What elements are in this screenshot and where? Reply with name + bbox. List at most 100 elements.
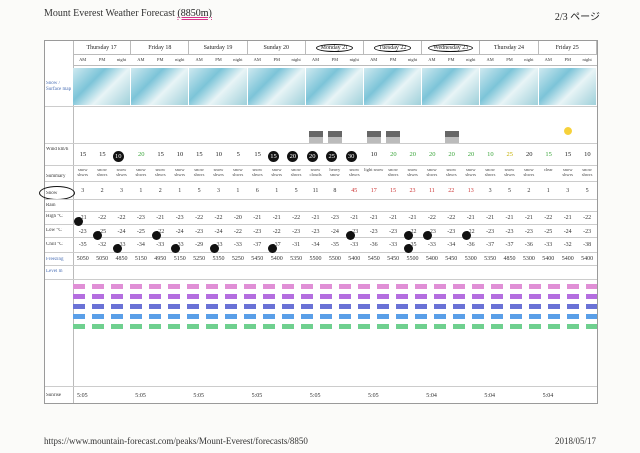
freezing-level: 5500 xyxy=(328,256,341,262)
forecast-map-thumbnail xyxy=(538,68,597,105)
wind-chill: -38 xyxy=(583,242,592,248)
freezing-level: 5250 xyxy=(231,256,244,262)
wind-speed: 25 xyxy=(506,151,514,158)
period-label: PM xyxy=(325,55,345,66)
row-divider xyxy=(45,252,597,253)
wind-speed: 20 xyxy=(390,151,397,158)
wind-speed: 20 xyxy=(137,151,145,158)
temp-low: -23 xyxy=(524,229,533,235)
cloud-snow-icon xyxy=(308,131,323,143)
period-label: AM xyxy=(73,55,93,66)
wind-chill: -36 xyxy=(466,242,475,248)
temp-high: -23 xyxy=(330,215,339,221)
wind-speed: 15 xyxy=(564,151,572,158)
sunrise-time: 5:05 xyxy=(368,393,379,399)
row-divider xyxy=(45,106,597,107)
forecast-map-thumbnail xyxy=(422,68,481,105)
row-label-chill: Chill °C xyxy=(46,242,63,247)
wind-speed: 20 xyxy=(306,151,318,162)
forecast-map-thumbnail xyxy=(305,68,364,105)
weather-summary: snow shwrs xyxy=(290,167,302,177)
row-label-low: Low °C xyxy=(46,228,62,233)
temp-high: -22 xyxy=(427,215,436,221)
day-label: Friday 25 xyxy=(555,45,579,51)
weather-summary: clear xyxy=(543,167,553,172)
weather-summary: snow shwrs xyxy=(407,167,418,177)
row-divider xyxy=(45,181,597,182)
marker-dot xyxy=(423,231,433,240)
row-label-map[interactable]: Snow / Surface map xyxy=(46,81,72,92)
day-header: Friday 18 xyxy=(131,41,190,55)
wind-chill: -29 xyxy=(195,242,204,248)
marker-dot xyxy=(268,244,277,253)
freezing-level: 5350 xyxy=(212,256,225,262)
weather-summary: snow shwrs xyxy=(562,167,574,177)
weather-summary: snow shwrs xyxy=(271,167,283,177)
period-label: PM xyxy=(208,55,229,66)
footer-url[interactable]: https://www.mountain-forecast.com/peaks/… xyxy=(44,436,308,446)
wind-speed: 20 xyxy=(409,151,417,158)
temp-high: -21 xyxy=(563,215,572,221)
row-label-rain: Rain xyxy=(46,203,56,208)
marker-dot xyxy=(462,231,471,240)
marker-dot xyxy=(93,231,103,240)
temp-low: -22 xyxy=(466,229,475,235)
snow-amount: 1 xyxy=(546,188,550,194)
forecast-map-thumbnail xyxy=(247,68,306,105)
temp-low: -23 xyxy=(369,229,378,235)
circled-summary-mark xyxy=(39,186,75,200)
row-label-freezing: Freezing xyxy=(46,257,64,262)
wind-chill: -32 xyxy=(563,242,572,248)
wind-chill: -33 xyxy=(233,242,242,248)
period-label: PM xyxy=(150,55,170,66)
period-label: night xyxy=(577,55,597,66)
temp-high: -22 xyxy=(447,215,456,221)
row-divider xyxy=(45,165,597,166)
snow-amount: 17 xyxy=(370,188,377,194)
temp-low: -24 xyxy=(563,229,572,235)
row-label-wind: Wind km/h xyxy=(46,147,69,152)
wind-chill: -37 xyxy=(486,242,495,248)
freezing-level: 5250 xyxy=(193,256,206,262)
temp-low: -23 xyxy=(195,229,204,235)
temp-low: -25 xyxy=(544,229,553,235)
wind-chill: -35 xyxy=(78,242,87,248)
snow-amount: 1 xyxy=(275,188,279,194)
freezing-level: 5450 xyxy=(445,256,458,262)
weather-summary: snow shwrs xyxy=(445,167,457,177)
freezing-level: 4850 xyxy=(503,256,516,262)
snow-amount: 2 xyxy=(158,188,162,194)
temp-low: -23 xyxy=(389,229,398,235)
row-divider xyxy=(45,224,597,225)
sunrise-time: 5:05 xyxy=(309,393,321,399)
wind-chill: -33 xyxy=(156,242,165,248)
wind-speed: 20 xyxy=(467,151,475,158)
temp-low: -24 xyxy=(214,229,223,235)
forecast-map-thumbnail xyxy=(364,68,423,105)
freezing-level: 5400 xyxy=(425,256,438,262)
snow-amount: 11 xyxy=(312,188,319,194)
page-indicator: 2/3 ページ xyxy=(554,12,600,23)
row-label-sunrise: Sunrise xyxy=(46,393,61,398)
temp-low: -23 xyxy=(350,229,359,235)
row-label-level: Level m xyxy=(46,269,63,274)
period-label: night xyxy=(402,55,423,66)
period-label: night xyxy=(344,55,364,66)
freezing-level: 5300 xyxy=(464,256,477,262)
freezing-level: 5150 xyxy=(173,256,186,262)
wind-chill: -33 xyxy=(214,242,223,248)
day-label: Saturday 19 xyxy=(203,45,233,51)
temp-low: -24 xyxy=(330,229,339,235)
weather-summary: snow shwrs xyxy=(251,167,263,177)
freezing-level: 5450 xyxy=(367,256,380,262)
day-label: Monday 21 xyxy=(315,44,354,52)
snow-amount: 22 xyxy=(448,188,455,194)
temp-high: -21 xyxy=(156,215,165,221)
day-label: Friday 18 xyxy=(148,45,172,51)
snow-amount: 3 xyxy=(119,188,123,194)
weather-summary: snow shwrs xyxy=(426,167,438,177)
period-label: night xyxy=(519,55,539,66)
row-divider xyxy=(45,386,597,387)
elevation-label: (8850m) xyxy=(177,8,212,19)
wind-speed: 30 xyxy=(345,151,357,162)
